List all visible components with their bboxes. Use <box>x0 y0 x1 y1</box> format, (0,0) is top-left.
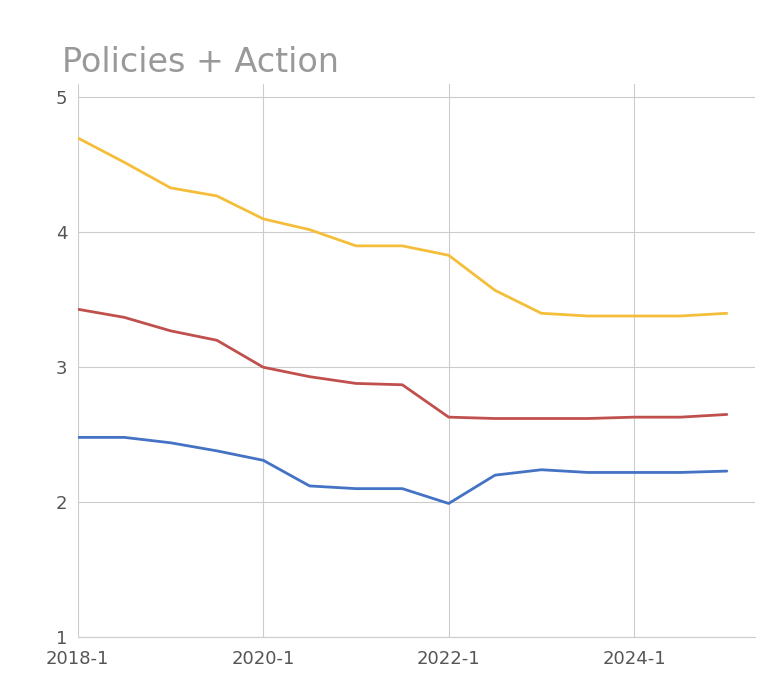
Text: Policies + Action: Policies + Action <box>62 46 339 78</box>
